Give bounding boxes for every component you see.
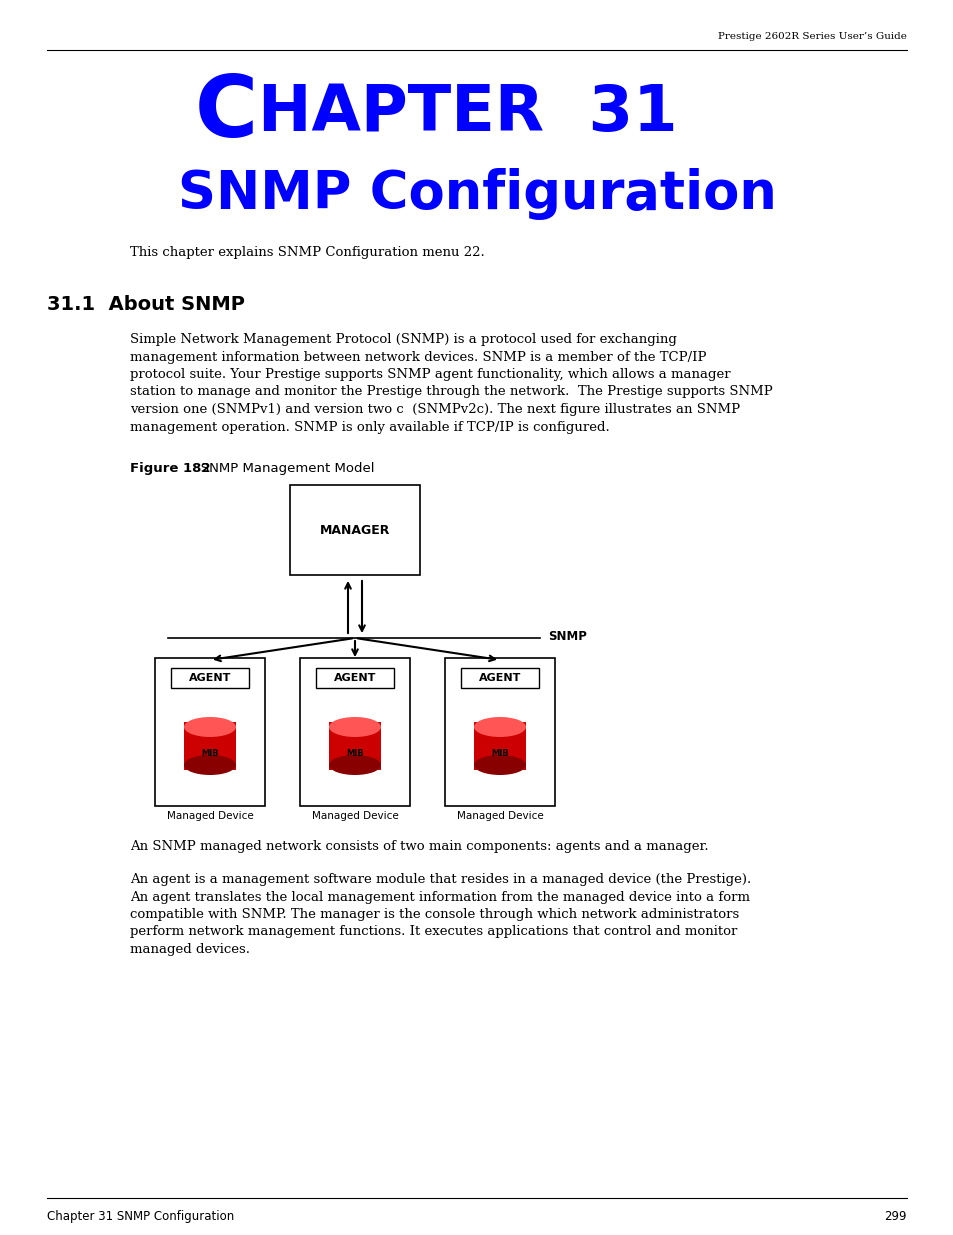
Text: SNMP Management Model: SNMP Management Model — [188, 462, 375, 475]
Text: SNMP: SNMP — [547, 630, 586, 643]
Bar — [184, 722, 235, 769]
Text: Simple Network Management Protocol (SNMP) is a protocol used for exchanging
mana: Simple Network Management Protocol (SNMP… — [130, 333, 772, 433]
Ellipse shape — [184, 718, 235, 737]
Ellipse shape — [329, 718, 380, 737]
Bar — [171, 668, 249, 688]
Text: MANAGER: MANAGER — [319, 524, 390, 536]
Bar — [315, 668, 394, 688]
Text: Prestige 2602R Series User’s Guide: Prestige 2602R Series User’s Guide — [718, 32, 906, 41]
Ellipse shape — [329, 755, 380, 776]
Text: An agent is a management software module that resides in a managed device (the P: An agent is a management software module… — [130, 873, 750, 956]
Ellipse shape — [474, 755, 525, 776]
Bar — [444, 658, 555, 806]
Bar — [290, 485, 419, 576]
Ellipse shape — [184, 755, 235, 776]
Text: Figure 182: Figure 182 — [130, 462, 211, 475]
Ellipse shape — [474, 718, 525, 737]
Text: MIB: MIB — [201, 750, 218, 758]
Bar — [299, 658, 410, 806]
Text: AGENT: AGENT — [334, 673, 375, 683]
Text: HAPTER  31: HAPTER 31 — [257, 82, 677, 144]
Text: MIB: MIB — [346, 750, 363, 758]
Text: AGENT: AGENT — [189, 673, 231, 683]
Text: This chapter explains SNMP Configuration menu 22.: This chapter explains SNMP Configuration… — [130, 246, 484, 259]
Text: Managed Device: Managed Device — [312, 811, 398, 821]
Text: An SNMP managed network consists of two main components: agents and a manager.: An SNMP managed network consists of two … — [130, 840, 708, 853]
Text: Managed Device: Managed Device — [167, 811, 253, 821]
Bar — [474, 722, 525, 769]
Text: SNMP Configuration: SNMP Configuration — [177, 168, 776, 220]
Text: AGENT: AGENT — [478, 673, 520, 683]
Text: MIB: MIB — [491, 750, 508, 758]
Bar — [329, 722, 380, 769]
Text: 31.1  About SNMP: 31.1 About SNMP — [47, 295, 245, 314]
Bar — [460, 668, 538, 688]
Text: Managed Device: Managed Device — [456, 811, 543, 821]
Text: Chapter 31 SNMP Configuration: Chapter 31 SNMP Configuration — [47, 1210, 234, 1223]
Text: 299: 299 — [883, 1210, 906, 1223]
Bar — [154, 658, 265, 806]
Text: C: C — [194, 72, 258, 156]
